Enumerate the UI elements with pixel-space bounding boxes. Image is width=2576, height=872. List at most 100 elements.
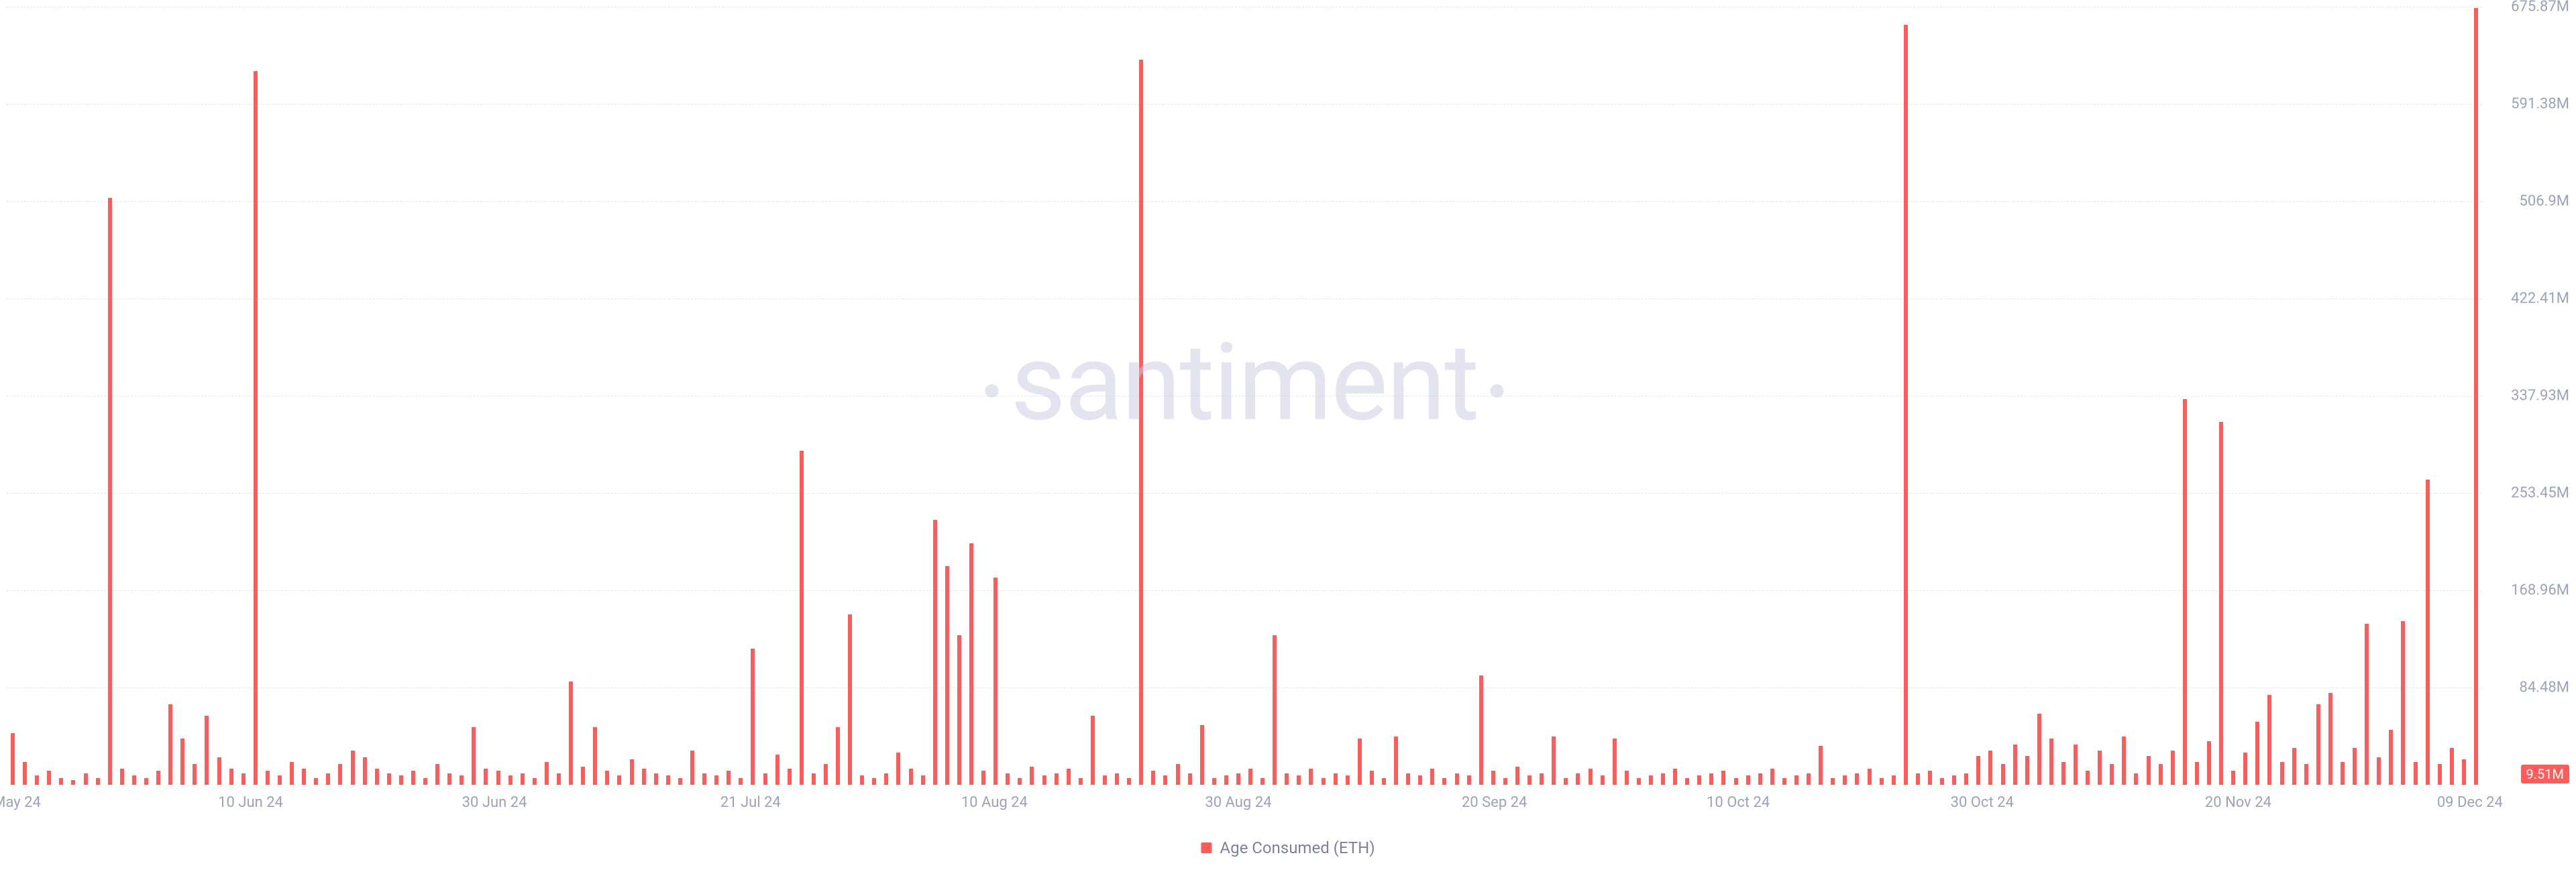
bar bbox=[2474, 8, 2478, 785]
bar bbox=[1952, 775, 1956, 785]
x-tick-label: 21 Jul 24 bbox=[720, 794, 781, 811]
bar bbox=[132, 775, 136, 785]
bar bbox=[605, 771, 609, 785]
y-tick-label: 422.41M bbox=[2511, 290, 2569, 307]
bar bbox=[1503, 778, 1507, 785]
x-tick-label: 10 Jun 24 bbox=[218, 794, 283, 811]
bar bbox=[47, 771, 51, 785]
bar bbox=[2401, 621, 2405, 785]
bar-series bbox=[7, 7, 2482, 785]
bar bbox=[800, 451, 804, 785]
bar bbox=[1855, 773, 1859, 785]
bar bbox=[2049, 739, 2053, 785]
bar bbox=[654, 773, 658, 785]
bar bbox=[1200, 725, 1204, 785]
bar bbox=[2243, 753, 2247, 785]
bar bbox=[96, 778, 100, 785]
bar bbox=[314, 778, 318, 785]
bar bbox=[2462, 759, 2466, 785]
bar bbox=[702, 773, 706, 785]
bar bbox=[144, 778, 148, 785]
bar bbox=[1260, 778, 1265, 785]
bar bbox=[2316, 704, 2320, 785]
age-consumed-chart: santiment 675.87M591.38M506.9M422.41M337… bbox=[0, 0, 2576, 872]
x-tick-label: 20 Sep 24 bbox=[1462, 794, 1527, 811]
bar bbox=[1770, 769, 1774, 785]
bar bbox=[2025, 756, 2029, 785]
y-tick-label: 168.96M bbox=[2511, 582, 2569, 599]
bar bbox=[1030, 767, 1034, 785]
bar bbox=[2159, 764, 2163, 785]
bar bbox=[375, 769, 379, 785]
bar bbox=[1976, 756, 1980, 785]
bar bbox=[1589, 769, 1593, 785]
bar bbox=[860, 775, 864, 785]
bar bbox=[23, 762, 27, 785]
bar bbox=[2280, 762, 2284, 785]
bar bbox=[1928, 771, 1932, 785]
bar bbox=[2110, 764, 2114, 785]
bar bbox=[2426, 480, 2430, 785]
bar bbox=[1916, 773, 1920, 785]
bar bbox=[156, 771, 160, 785]
bar bbox=[642, 769, 646, 785]
bar bbox=[266, 771, 270, 785]
bar bbox=[1527, 775, 1532, 785]
bar bbox=[363, 757, 367, 785]
bar bbox=[1358, 739, 1362, 785]
bar bbox=[1091, 716, 1095, 785]
bar bbox=[557, 773, 561, 785]
bar bbox=[2074, 745, 2078, 785]
bar bbox=[1515, 767, 1519, 785]
bar bbox=[581, 767, 585, 785]
bar bbox=[1649, 775, 1653, 785]
bar bbox=[1709, 773, 1713, 785]
bar bbox=[1151, 771, 1155, 785]
bar bbox=[2438, 764, 2442, 785]
bar bbox=[1139, 60, 1143, 785]
bar bbox=[1831, 778, 1835, 785]
bar bbox=[1552, 737, 1556, 785]
bar bbox=[2231, 771, 2235, 785]
bar bbox=[1273, 635, 1277, 785]
bar bbox=[666, 775, 670, 785]
bar bbox=[1406, 773, 1410, 785]
bar bbox=[11, 733, 15, 785]
bar bbox=[1940, 778, 1944, 785]
bar bbox=[1176, 764, 1180, 785]
bar bbox=[2389, 730, 2393, 785]
bar bbox=[423, 778, 427, 785]
bar bbox=[71, 780, 75, 785]
bar bbox=[1479, 675, 1483, 785]
bar bbox=[739, 778, 743, 785]
legend-label: Age Consumed (ETH) bbox=[1220, 838, 1375, 857]
bar bbox=[1127, 778, 1131, 785]
bar bbox=[2341, 762, 2345, 785]
bar bbox=[630, 759, 634, 785]
y-tick-label: 337.93M bbox=[2511, 388, 2569, 404]
bar bbox=[1285, 773, 1289, 785]
bar bbox=[1880, 778, 1884, 785]
bar bbox=[1540, 773, 1544, 785]
y-tick-label: 591.38M bbox=[2511, 96, 2569, 113]
bar bbox=[1782, 778, 1786, 785]
bar bbox=[1297, 775, 1301, 785]
bar bbox=[763, 773, 767, 785]
bar bbox=[484, 769, 488, 785]
bar bbox=[217, 757, 221, 785]
bar bbox=[969, 543, 973, 785]
bar bbox=[2292, 748, 2296, 785]
bar bbox=[2037, 714, 2041, 785]
bar bbox=[1758, 773, 1762, 785]
bar bbox=[472, 727, 476, 785]
bar bbox=[205, 716, 209, 785]
bar bbox=[2171, 751, 2175, 785]
bar bbox=[1794, 775, 1799, 785]
bar bbox=[338, 764, 342, 785]
bar bbox=[1904, 25, 1908, 785]
bar bbox=[896, 753, 900, 785]
bar bbox=[447, 773, 451, 785]
bar bbox=[1188, 773, 1192, 785]
x-tick-label: 10 Oct 24 bbox=[1707, 794, 1770, 811]
bar bbox=[351, 751, 355, 785]
